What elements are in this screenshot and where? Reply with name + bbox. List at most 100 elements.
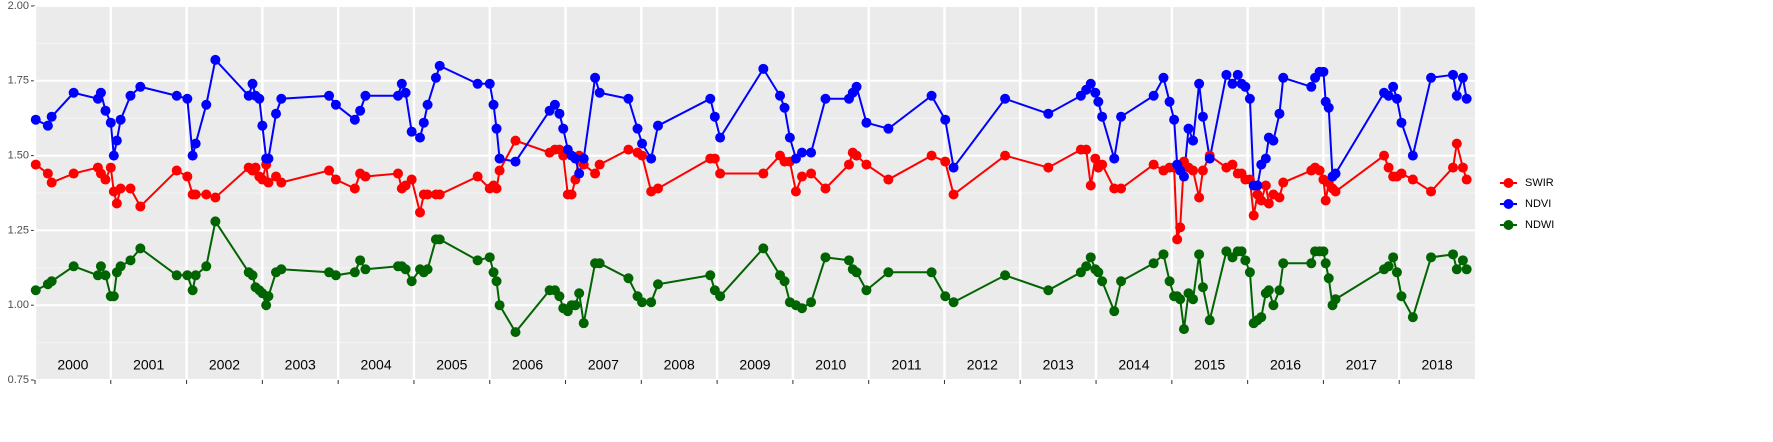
data-point	[42, 168, 53, 179]
data-point	[549, 99, 560, 110]
data-point	[1457, 72, 1468, 83]
year-label: 2016	[1270, 357, 1301, 373]
data-point	[1306, 81, 1317, 92]
data-point	[111, 198, 122, 209]
data-point	[135, 81, 146, 92]
data-point	[105, 162, 116, 173]
data-point	[510, 135, 521, 146]
data-point	[360, 90, 371, 101]
data-point	[1240, 81, 1251, 92]
data-point	[422, 264, 433, 275]
data-point	[1383, 90, 1394, 101]
data-point	[115, 261, 126, 272]
data-point	[1314, 165, 1325, 176]
data-point	[1188, 294, 1199, 305]
data-point	[125, 90, 136, 101]
data-point	[1318, 246, 1329, 257]
data-point	[324, 165, 335, 176]
data-point	[1197, 165, 1208, 176]
data-point	[1085, 78, 1096, 89]
legend-marker	[1503, 220, 1514, 230]
data-point	[1457, 255, 1468, 266]
year-label: 2002	[209, 357, 240, 373]
data-point	[434, 234, 445, 245]
data-point	[1388, 81, 1399, 92]
data-point	[349, 267, 360, 278]
data-point	[250, 162, 261, 173]
data-point	[1263, 198, 1274, 209]
data-point	[758, 168, 769, 179]
data-point	[1451, 90, 1462, 101]
data-point	[578, 318, 589, 329]
y-tick-label: 1.00	[8, 299, 29, 311]
data-point	[851, 81, 862, 92]
data-point	[790, 186, 801, 197]
year-label: 2013	[1043, 357, 1074, 373]
data-point	[1396, 117, 1407, 128]
data-point	[1097, 111, 1108, 122]
data-point	[1043, 162, 1054, 173]
data-point	[349, 114, 360, 125]
data-point	[646, 153, 657, 164]
data-point	[190, 189, 201, 200]
data-point	[247, 270, 258, 281]
data-point	[926, 150, 937, 161]
data-point	[418, 117, 429, 128]
data-point	[1256, 195, 1267, 206]
data-point	[590, 168, 601, 179]
year-label: 2018	[1422, 357, 1453, 373]
data-point	[1244, 267, 1255, 278]
data-point	[396, 78, 407, 89]
data-point	[948, 162, 959, 173]
data-point	[1090, 153, 1101, 164]
data-point	[1116, 183, 1127, 194]
data-point	[434, 189, 445, 200]
data-point	[201, 261, 212, 272]
data-point	[1388, 252, 1399, 263]
data-point	[360, 171, 371, 182]
data-point	[1188, 135, 1199, 146]
data-point	[1461, 93, 1472, 104]
data-point	[1116, 111, 1127, 122]
data-point	[1278, 177, 1289, 188]
data-point	[1448, 69, 1459, 80]
data-point	[406, 126, 417, 137]
data-point	[330, 270, 341, 281]
data-point	[1426, 252, 1437, 263]
data-point	[1227, 159, 1238, 170]
data-point	[843, 255, 854, 266]
data-point	[1263, 285, 1274, 296]
data-point	[257, 120, 268, 131]
data-point	[135, 201, 146, 212]
data-point	[415, 132, 426, 143]
data-point	[115, 114, 126, 125]
data-point	[1085, 252, 1096, 263]
year-label: 2014	[1118, 357, 1149, 373]
data-point	[1268, 135, 1279, 146]
data-point	[488, 99, 499, 110]
data-point	[1109, 306, 1120, 317]
data-point	[1320, 195, 1331, 206]
data-point	[210, 54, 221, 65]
data-point	[948, 297, 959, 308]
data-point	[472, 171, 483, 182]
legend-marker	[1503, 199, 1514, 209]
data-point	[111, 135, 122, 146]
data-point	[1240, 255, 1251, 266]
data-point	[883, 123, 894, 134]
data-point	[1081, 261, 1092, 272]
data-point	[510, 327, 521, 338]
data-point	[883, 174, 894, 185]
year-label: 2010	[815, 357, 846, 373]
data-point	[360, 264, 371, 275]
data-point	[806, 168, 817, 179]
data-point	[1097, 159, 1108, 170]
data-point	[1248, 210, 1259, 221]
data-point	[1090, 87, 1101, 98]
data-point	[330, 99, 341, 110]
data-point	[926, 267, 937, 278]
data-point	[806, 147, 817, 158]
data-point	[1256, 312, 1267, 323]
data-point	[1148, 159, 1159, 170]
data-point	[1252, 180, 1263, 191]
